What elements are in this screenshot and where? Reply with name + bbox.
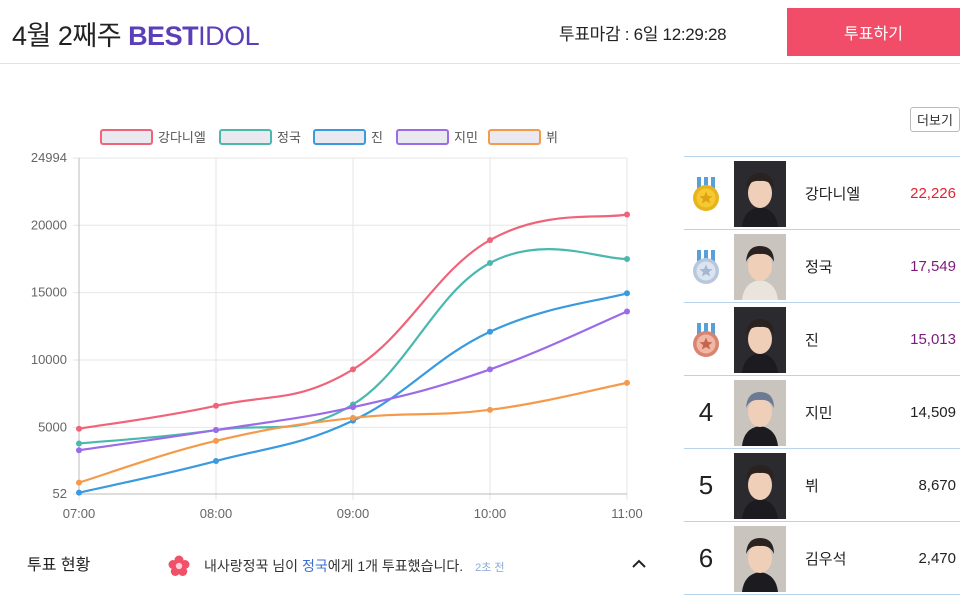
data-point [624, 308, 630, 315]
header: 4월 2째주 BESTIDOL 투표마감 : 6일 12:29:28 투표하기 [0, 0, 960, 64]
page-title: 4월 2째주 BESTIDOL [12, 14, 260, 53]
ranking-row[interactable]: 5 뷔 8,670 [684, 449, 960, 522]
legend-label: 진 [371, 130, 383, 145]
rank-number: 6 [698, 543, 714, 573]
data-point [487, 366, 493, 373]
title-week: 4월 2째주 [12, 21, 129, 51]
idol-photo [734, 526, 786, 592]
x-tick-label: 11:00 [611, 506, 643, 521]
x-tick-label: 08:00 [200, 506, 233, 521]
y-tick-label: 15000 [31, 285, 67, 300]
notice-target[interactable]: 정국 [301, 558, 328, 574]
idol-photo [734, 380, 786, 446]
data-point [213, 458, 219, 465]
vote-notice: 내사랑정꾹 님이 정국에게 1개 투표했습니다. 2초 전 [204, 556, 505, 576]
ranking-row[interactable]: 정국 17,549 [684, 230, 960, 303]
brand-idol: IDOL [198, 21, 260, 51]
idol-name: 뷔 [805, 478, 819, 495]
data-point [624, 379, 630, 386]
data-point [487, 406, 493, 413]
data-point [624, 211, 630, 218]
data-point [487, 259, 493, 266]
vote-trend-chart: 24994 20000 15000 10000 5000 52 07:00 08:00 09:0… [0, 120, 660, 530]
data-point [350, 366, 356, 373]
rank-number: 5 [698, 470, 714, 500]
legend-swatch [100, 129, 153, 145]
ranking-row[interactable]: 6 김우석 2,470 [684, 522, 960, 595]
legend-swatch [313, 129, 366, 145]
notice-time: 2초 전 [475, 562, 505, 574]
ranking-row[interactable]: 강다니엘 22,226 [684, 157, 960, 230]
idol-name: 지민 [805, 405, 833, 422]
legend-label: 지민 [454, 130, 478, 145]
legend-label: 정국 [277, 130, 301, 145]
chevron-up-icon[interactable] [631, 557, 647, 575]
idol-name: 진 [805, 332, 819, 349]
y-tick-label: 5000 [38, 419, 67, 434]
notice-user: 내사랑정꾹 님이 [204, 558, 302, 574]
vote-count: 17,549 [910, 258, 956, 275]
data-point [213, 427, 219, 434]
ranking-row[interactable]: 진 15,013 [684, 303, 960, 376]
legend-swatch [488, 129, 541, 145]
legend-swatch [219, 129, 272, 145]
data-point [213, 402, 219, 409]
vote-count: 2,470 [918, 550, 956, 567]
vote-count: 22,226 [910, 185, 956, 202]
legend-label: 뷔 [546, 130, 558, 145]
vote-count: 8,670 [918, 477, 956, 494]
vote-count: 15,013 [910, 331, 956, 348]
idol-name: 김우석 [805, 551, 847, 568]
x-tick-label: 10:00 [474, 506, 507, 521]
medal-bronze-icon [689, 323, 723, 364]
data-point [487, 328, 493, 335]
series-line [78, 213, 628, 430]
notice-text: 에게 1개 투표했습니다. [327, 558, 464, 574]
medal-silver-icon [689, 250, 723, 291]
data-point [213, 437, 219, 444]
medal-gold-icon [689, 177, 723, 218]
idol-photo [734, 161, 786, 227]
data-point [76, 489, 82, 496]
rank-number: 4 [698, 397, 714, 427]
x-tick-label: 07:00 [63, 506, 96, 521]
ranking-row[interactable]: 4 지민 14,509 [684, 376, 960, 449]
y-tick-label: 20000 [31, 217, 67, 232]
data-point [76, 447, 82, 454]
vote-count: 14,509 [910, 404, 956, 421]
idol-name: 강다니엘 [805, 186, 861, 203]
brand-best: BEST [128, 21, 199, 51]
y-tick-label: 24994 [31, 150, 67, 165]
vote-deadline: 투표마감 : 6일 12:29:28 [559, 25, 727, 44]
y-tick-label: 10000 [31, 352, 67, 367]
chart-svg: 24994 20000 15000 10000 5000 52 07:00 08:00 09:0… [31, 129, 643, 521]
vote-status-label: 투표 현황 [27, 557, 91, 574]
flower-icon [168, 555, 190, 582]
more-button[interactable]: 더보기 [910, 107, 960, 132]
data-point [76, 425, 82, 432]
data-point [350, 404, 356, 411]
idol-name: 정국 [805, 259, 833, 276]
idol-photo [734, 234, 786, 300]
ranking-list: 강다니엘 22,226 정국 17,549 진 15,013 4 지민 14,509 5 뷔 8,67… [684, 156, 960, 595]
y-tick-label: 52 [53, 486, 67, 501]
idol-photo [734, 307, 786, 373]
data-point [76, 479, 82, 486]
data-point [350, 414, 356, 421]
data-point [76, 440, 82, 447]
vote-button[interactable]: 투표하기 [787, 8, 960, 56]
data-point [624, 290, 630, 297]
idol-photo [734, 453, 786, 519]
data-point [624, 255, 630, 262]
x-tick-label: 09:00 [337, 506, 370, 521]
legend-label: 강다니엘 [158, 130, 206, 145]
data-point [487, 237, 493, 244]
legend-swatch [396, 129, 449, 145]
